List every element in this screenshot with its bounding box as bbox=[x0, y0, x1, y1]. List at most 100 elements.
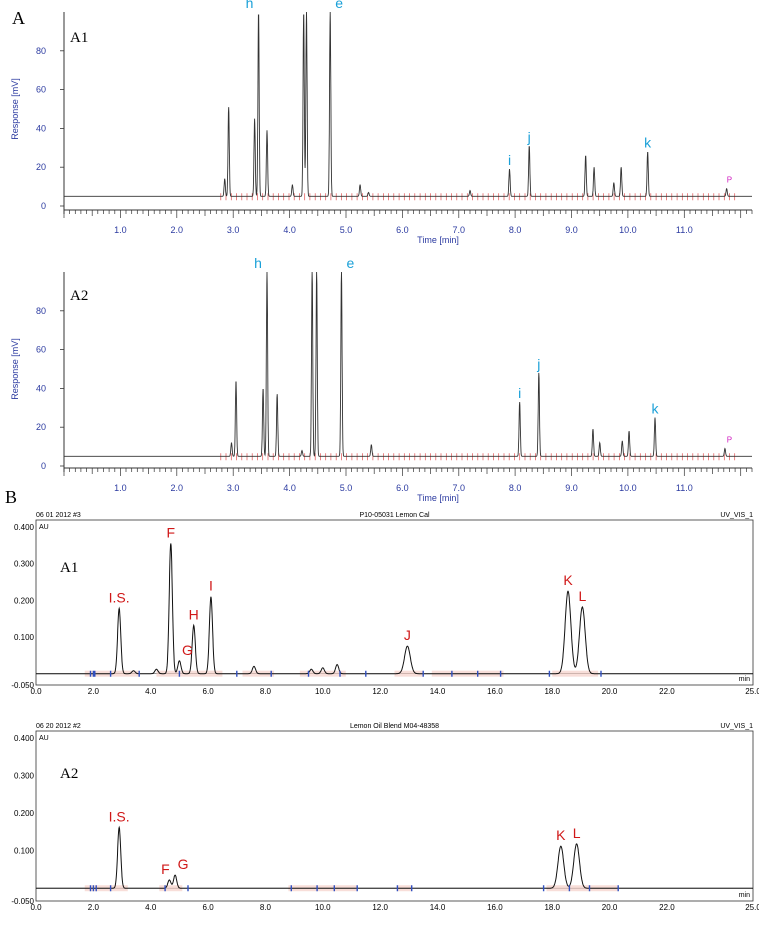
plot-frame bbox=[35, 730, 754, 902]
baseline-markers bbox=[89, 885, 619, 892]
peak-label-f: F bbox=[167, 525, 176, 541]
peak-label-l: L bbox=[578, 588, 586, 604]
y-tick-label: 20 bbox=[36, 162, 46, 172]
y-tick-label: 60 bbox=[36, 85, 46, 95]
x-tick-label: 5.0 bbox=[340, 483, 353, 493]
peak-label-e: e bbox=[335, 0, 343, 11]
y-tick-label: 0.200 bbox=[14, 596, 35, 605]
x-unit-label: min bbox=[739, 676, 750, 683]
x-tick-label: 10.0 bbox=[619, 483, 637, 493]
peak-label-e: e bbox=[347, 255, 355, 271]
x-tick-label: 22.0 bbox=[659, 687, 675, 696]
x-tick-label: 20.0 bbox=[602, 687, 618, 696]
x-minor-ticks bbox=[63, 468, 753, 476]
peak-label-h: h bbox=[254, 255, 262, 271]
peak-label-h: H bbox=[189, 606, 199, 622]
x-tick-label: 2.0 bbox=[171, 483, 184, 493]
chromatogram-trace bbox=[36, 825, 753, 889]
y-tick-label: 0.300 bbox=[14, 560, 35, 569]
x-tick-label: 9.0 bbox=[565, 225, 578, 235]
integration-band bbox=[299, 670, 346, 677]
peak-label-g: G bbox=[178, 856, 189, 872]
peak-label-is: I.S. bbox=[109, 589, 130, 605]
peak-label-i: i bbox=[508, 152, 511, 168]
x-axis-label: Time [min] bbox=[417, 493, 459, 503]
subpanel-label: A2 bbox=[60, 766, 78, 782]
header-sample: Lemon Oil Blend M04-48358 bbox=[350, 723, 439, 730]
baseline-markers bbox=[89, 670, 602, 677]
integration-markers bbox=[220, 453, 736, 461]
header-channel: UV_VIS_1 bbox=[720, 512, 753, 519]
peak-label-g: G bbox=[182, 642, 193, 658]
peak-label-l: L bbox=[573, 825, 581, 841]
integration-markers bbox=[220, 193, 736, 201]
x-unit-label: min bbox=[739, 892, 750, 899]
peak-label-f: F bbox=[161, 861, 170, 877]
integration-band bbox=[394, 670, 424, 677]
integration-band bbox=[156, 670, 223, 677]
panel-label-b: B bbox=[5, 487, 17, 507]
x-tick-label: 8.0 bbox=[260, 687, 272, 696]
subpanel-label: A1 bbox=[60, 560, 78, 576]
y-tick-label: 80 bbox=[36, 46, 46, 56]
x-tick-label: 14.0 bbox=[430, 687, 446, 696]
integration-band bbox=[159, 885, 183, 892]
x-tick-label: 4.0 bbox=[283, 483, 296, 493]
y-tick-label: 0.400 bbox=[14, 523, 35, 532]
peak-label-j: j bbox=[536, 356, 540, 372]
hplc-chromatogram-a1: 06 01 2012 #3 P10-05031 Lemon Cal UV_VIS_1… bbox=[11, 512, 759, 696]
x-tick-label: 3.0 bbox=[227, 483, 240, 493]
x-tick-label: 25.0 bbox=[745, 687, 759, 696]
x-tick-label: 4.0 bbox=[283, 225, 296, 235]
end-marker: P bbox=[727, 176, 732, 185]
x-tick-label: 0.0 bbox=[30, 687, 42, 696]
x-tick-label: 4.0 bbox=[145, 687, 157, 696]
peak-label-h: h bbox=[246, 0, 254, 11]
y-tick-label: 0.300 bbox=[14, 772, 35, 781]
x-tick-label: 10.0 bbox=[315, 903, 331, 912]
y-tick-label: -0.050 bbox=[11, 897, 34, 906]
y-tick-label: 0.100 bbox=[14, 633, 35, 642]
peak-label-j: j bbox=[527, 129, 531, 145]
panel-label-a: A bbox=[12, 8, 25, 28]
y-unit-label: AU bbox=[39, 524, 49, 531]
x-axis-label: Time [min] bbox=[417, 235, 459, 245]
chromatogram-trace bbox=[64, 11, 752, 197]
hplc-chromatogram-a2: 06 20 2012 #2 Lemon Oil Blend M04-48358 UV… bbox=[11, 723, 759, 912]
x-tick-label: 1.0 bbox=[114, 483, 127, 493]
x-tick-label: 4.0 bbox=[145, 903, 157, 912]
y-tick-label: 20 bbox=[36, 422, 46, 432]
x-tick-label: 18.0 bbox=[544, 687, 560, 696]
peak-label-k: K bbox=[556, 827, 566, 843]
x-tick-label: 8.0 bbox=[509, 483, 522, 493]
subpanel-label: A1 bbox=[70, 30, 88, 46]
x-tick-label: 11.0 bbox=[676, 225, 693, 235]
y-axis-label: Response [mV] bbox=[10, 338, 20, 400]
x-tick-label: 6.0 bbox=[396, 225, 409, 235]
end-marker: P bbox=[727, 436, 732, 445]
peak-label-k: K bbox=[563, 572, 573, 588]
y-tick-label: -0.050 bbox=[11, 681, 34, 690]
x-tick-label: 7.0 bbox=[452, 483, 465, 493]
peak-label-j: J bbox=[404, 627, 411, 643]
y-tick-label: 40 bbox=[36, 123, 46, 133]
gc-chromatogram-a1: 1.0 2.0 3.0 4.0 5.0 6.0 7.0 8.0 9.0 10.0 11.0 0 20 40… bbox=[10, 0, 753, 245]
x-tick-label: 6.0 bbox=[203, 687, 215, 696]
x-tick-label: 22.0 bbox=[659, 903, 675, 912]
x-tick-label: 2.0 bbox=[88, 687, 100, 696]
x-tick-label: 12.0 bbox=[372, 903, 388, 912]
header-channel: UV_VIS_1 bbox=[720, 723, 753, 730]
peak-label-k: k bbox=[652, 401, 660, 417]
peak-label-is: I.S. bbox=[109, 808, 130, 824]
peak-label-k: k bbox=[644, 135, 652, 151]
x-tick-label: 7.0 bbox=[452, 225, 465, 235]
y-tick-label: 0.200 bbox=[14, 809, 35, 818]
chromatogram-trace bbox=[36, 543, 753, 675]
y-tick-label: 0 bbox=[41, 461, 46, 471]
x-minor-ticks bbox=[63, 210, 753, 218]
x-tick-label: 16.0 bbox=[487, 687, 503, 696]
x-tick-label: 6.0 bbox=[203, 903, 215, 912]
x-tick-label: 10.0 bbox=[315, 687, 331, 696]
y-axis-label: Response [mV] bbox=[10, 78, 20, 140]
